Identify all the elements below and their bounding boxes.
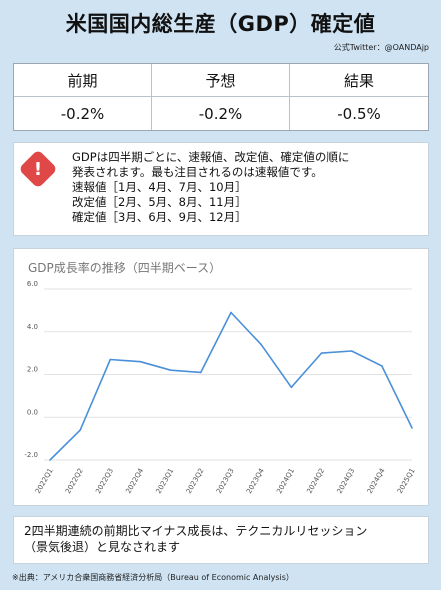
header-previous: 前期	[14, 64, 152, 97]
y-tick-label: 0.0	[27, 408, 38, 416]
data-point	[109, 358, 112, 361]
bottom-note-line1: 2四半期連続の前期比マイナス成長は、テクニカルリセッション	[24, 524, 368, 538]
chart-title: GDP成長率の推移（四半期ベース）	[28, 261, 222, 275]
x-tick-label: 2022Q4	[124, 467, 145, 496]
gdp-line-chart: -2.0 0.0 2.0 4.0 6.0 2022Q1 2022Q2 2022Q3 2022Q4…	[24, 280, 417, 496]
bottom-note-line2: （景気後退）と見なされます	[24, 540, 181, 554]
exclamation-icon: !	[18, 149, 58, 189]
data-point	[79, 429, 81, 431]
x-tick-label: 2024Q4	[366, 467, 387, 496]
notice-line: 発表されます。最も注目されるのは速報値です。	[72, 165, 323, 179]
bottom-note: 2四半期連続の前期比マイナス成長は、テクニカルリセッション （景気後退）と見なさ…	[13, 516, 429, 564]
notice-text: GDPは四半期ごとに、速報値、改定値、確定値の順に 発表されます。最も注目される…	[72, 150, 422, 225]
data-point	[139, 360, 142, 363]
summary-table: 前期 予想 結果 -0.2% -0.2% -0.5%	[13, 63, 429, 131]
x-tick-label: 2022Q2	[64, 467, 85, 495]
notice-line: 改定値［2月、5月、8月、11月］	[72, 195, 247, 209]
data-point	[200, 371, 202, 374]
x-tick-label: 2023Q1	[155, 467, 176, 495]
header-result: 結果	[290, 64, 428, 97]
x-tick-label: 2024Q3	[336, 467, 357, 495]
x-tick-label: 2023Q3	[215, 467, 236, 495]
data-point	[411, 427, 413, 429]
notice-line: GDPは四半期ごとに、速報値、改定値、確定値の順に	[72, 150, 350, 164]
page-title: 米国国内総生産（GDP）確定値	[65, 12, 376, 36]
value-result: -0.5%	[337, 104, 381, 123]
data-point	[169, 369, 172, 372]
chart-panel: GDP成長率の推移（四半期ベース） -2.0 0.0 2.0 4.0 6.0 2022Q1…	[13, 248, 429, 506]
x-tick-label: 2023Q2	[185, 467, 206, 495]
y-tick-label: 6.0	[27, 280, 38, 288]
notice-line: 速報値［1月、4月、7月、10月］	[72, 180, 247, 194]
x-tick-label: 2024Q2	[305, 467, 326, 495]
data-point	[320, 352, 323, 354]
y-tick-label: 2.0	[27, 366, 38, 374]
twitter-credit: 公式Twitter：@OANDAjp	[333, 43, 429, 52]
x-tick-label: 2022Q3	[94, 467, 115, 495]
data-point	[381, 365, 383, 367]
series-line	[49, 311, 413, 461]
data-point	[290, 386, 293, 389]
source-note: ※出典：アメリカ合衆国商務省経済分析局（Bureau of Economic A…	[12, 573, 294, 582]
notice-box: ! GDPは四半期ごとに、速報値、改定値、確定値の順に 発表されます。最も注目さ…	[13, 142, 429, 236]
data-point	[230, 311, 232, 314]
value-forecast: -0.2%	[152, 97, 290, 130]
y-tick-label: 4.0	[27, 323, 38, 331]
y-tick-label: -2.0	[24, 451, 38, 459]
notice-line: 確定値［3月、6月、9月、12月］	[72, 210, 247, 224]
x-tick-label: 2025Q1	[396, 467, 417, 495]
data-point	[49, 459, 51, 461]
data-point	[350, 350, 353, 352]
header-forecast: 予想	[152, 64, 290, 97]
value-previous: -0.2%	[14, 97, 152, 130]
x-tick-label: 2024Q1	[275, 467, 296, 495]
x-tick-label: 2022Q1	[34, 467, 55, 495]
data-point	[260, 343, 262, 346]
x-tick-label: 2023Q4	[245, 467, 266, 496]
